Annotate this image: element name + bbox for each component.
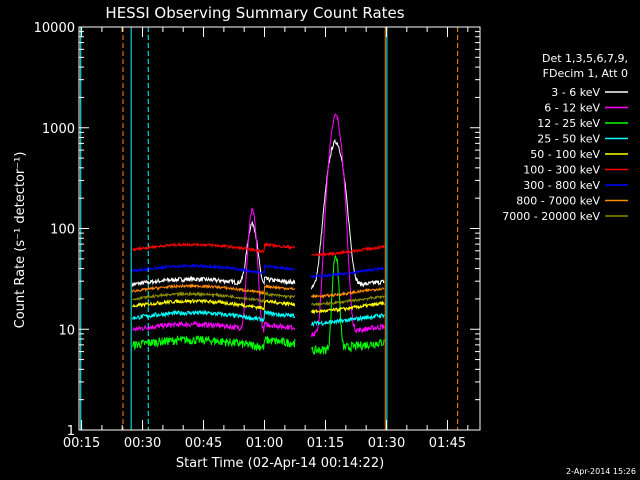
series-line-8 [132,290,385,307]
legend-label-6: 300 - 800 keV [523,179,600,192]
y-tick-label: 10000 [34,21,75,36]
y-tick-label: 10 [58,323,75,338]
legend-label-0: 3 - 6 keV [551,86,600,99]
legend-label-8: 7000 - 20000 keV [502,210,600,223]
x-tick-label: 01:15 [307,436,344,451]
x-tick-label: 00:30 [124,436,161,451]
legend-label-4: 50 - 100 keV [530,148,600,161]
x-tick-label: 01:00 [246,436,283,451]
chart-title: HESSI Observing Summary Count Rates [105,4,404,22]
plot-timestamp: 2-Apr-2014 15:26 [566,467,636,476]
series-line-5 [132,241,385,257]
legend-label-3: 25 - 50 keV [537,133,600,146]
x-tick-label: 00:45 [185,436,222,451]
series-line-1 [132,113,385,337]
series-line-3 [131,309,385,328]
series-line-2 [131,255,385,355]
series-line-0 [131,138,385,290]
x-tick-label: 00:15 [63,436,100,451]
y-tick-label: 1000 [42,122,75,137]
series-line-7 [131,283,385,299]
series-line-6 [131,263,385,279]
series-line-4 [132,298,385,315]
legend-label-7: 800 - 7000 keV [516,195,600,208]
legend-header-line-2: FDecim 1, Att 0 [543,67,628,80]
y-tick-label: 1 [67,424,75,439]
x-tick-label: 01:45 [429,436,466,451]
x-tick-label: 01:30 [368,436,405,451]
legend-label-5: 100 - 300 keV [523,164,600,177]
y-tick-label: 100 [50,223,75,238]
legend-header-line-1: Det 1,3,5,6,7,9, [542,52,628,65]
legend-label-1: 6 - 12 keV [544,102,600,115]
x-axis-label: Start Time (02-Apr-14 00:14:22) [176,456,384,471]
y-axis-label: Count Rate (s⁻¹ detector⁻¹) [13,152,28,329]
legend-label-2: 12 - 25 keV [537,117,600,130]
